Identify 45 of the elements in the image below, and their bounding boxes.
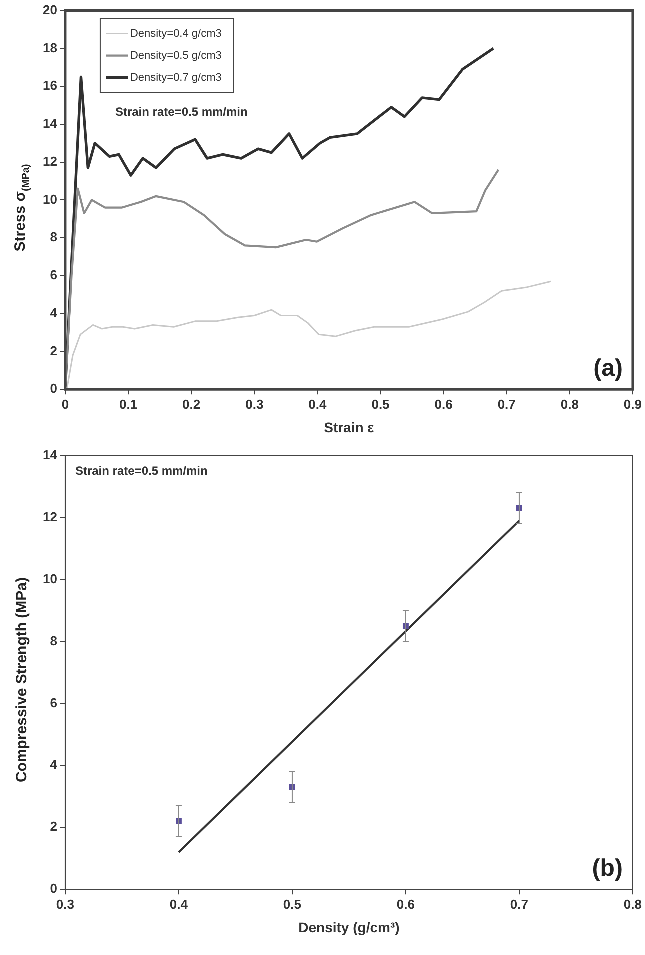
x-tick-label: 0.6 — [434, 396, 453, 412]
annotation: Strain rate=0.5 mm/min — [75, 464, 208, 478]
x-tick-label: 0.3 — [56, 896, 74, 912]
y-tick-label: 16 — [42, 78, 58, 94]
legend-label: Density=0.4 g/cm3 — [130, 28, 222, 40]
x-tick-label: 0 — [62, 396, 70, 412]
annotation: Strain rate=0.5 mm/min — [115, 105, 248, 120]
y-tick-label: 2 — [50, 343, 58, 358]
y-tick-label: 14 — [42, 116, 58, 132]
y-tick-label: 8 — [50, 633, 58, 648]
x-tick-label: 0.1 — [119, 396, 138, 412]
y-tick-label: 12 — [42, 154, 58, 169]
y-tick-label: 14 — [42, 447, 58, 462]
y-tick-label: 4 — [50, 757, 58, 772]
x-tick-label: 0.7 — [498, 396, 516, 412]
annotation: (b) — [592, 855, 623, 882]
y-tick-label: 10 — [42, 571, 58, 586]
y-tick-label: 4 — [50, 305, 58, 320]
y-tick-label: 0 — [50, 381, 58, 396]
y-tick-label: 6 — [50, 268, 58, 283]
x-tick-label: 0.9 — [624, 396, 642, 412]
y-tick-label: 2 — [50, 819, 58, 834]
x-tick-label: 0.2 — [182, 396, 201, 412]
x-tick-label: 0.5 — [283, 896, 302, 912]
x-tick-label: 0.3 — [246, 396, 264, 412]
x-axis-title: Strain ε — [324, 419, 375, 436]
annotation: (a) — [594, 355, 623, 382]
x-tick-label: 0.6 — [396, 896, 415, 912]
y-tick-label: 8 — [50, 230, 58, 245]
legend-label: Density=0.7 g/cm3 — [130, 72, 222, 84]
x-tick-label: 0.5 — [372, 396, 390, 412]
y-axis-title: Compressive Strength (MPa) — [14, 577, 30, 783]
y-tick-label: 20 — [42, 2, 58, 18]
x-tick-label: 0.4 — [170, 896, 189, 912]
y-tick-label: 0 — [50, 881, 58, 896]
x-tick-label: 0.7 — [510, 896, 528, 912]
x-axis-title: Density (g/cm³) — [298, 919, 400, 936]
y-tick-label: 10 — [42, 192, 58, 207]
x-tick-label: 0.8 — [624, 896, 642, 912]
y-tick-label: 6 — [50, 695, 58, 710]
x-tick-label: 0.8 — [560, 396, 579, 412]
x-tick-label: 0.4 — [308, 396, 328, 412]
y-tick-label: 18 — [42, 40, 58, 56]
y-tick-label: 12 — [42, 509, 58, 524]
legend-label: Density=0.5 g/cm3 — [130, 50, 222, 62]
